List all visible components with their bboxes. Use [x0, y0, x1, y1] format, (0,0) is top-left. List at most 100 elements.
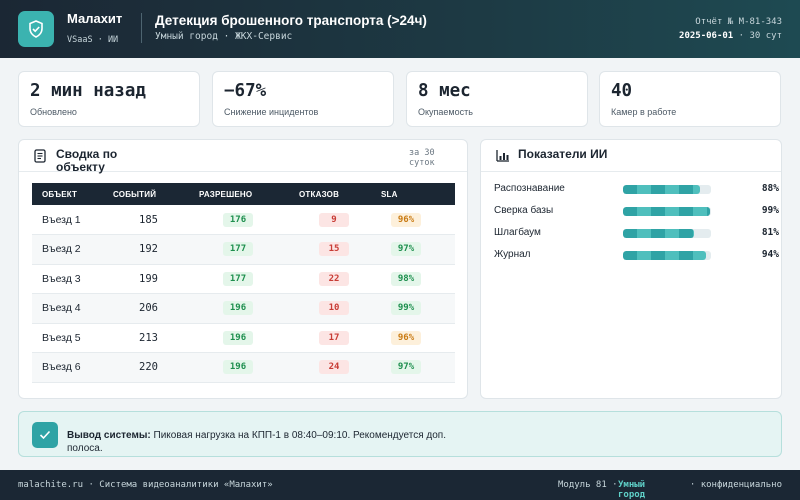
ai-panel: Показатели ИИ Распознавание 88% Сверка баз…: [480, 139, 782, 399]
ai-panel-header: Показатели ИИ: [481, 140, 781, 172]
metric-label: Распознавание: [494, 183, 565, 194]
kpi-card-updated: 2 мин назад Обновлено: [18, 71, 200, 127]
rejected-badge: 9: [319, 212, 349, 227]
report-info: Отчёт № M-81-343 2025-06-01 · 30 сут: [672, 15, 782, 43]
footer-city: Умный город: [618, 480, 646, 500]
shield-check-icon[interactable]: [18, 11, 54, 47]
sla-badge: 96%: [391, 212, 421, 227]
ai-metric-row: Журнал 94%: [494, 249, 779, 263]
table-row[interactable]: Въезд 3 199 177 22 98%: [32, 264, 455, 294]
report-id: Отчёт № M-81-343: [695, 17, 782, 27]
kpi-label: Снижение инцидентов: [224, 107, 319, 117]
cell-events: 206: [113, 293, 199, 324]
metric-label: Шлагбаум: [494, 227, 541, 238]
page-title: Детекция брошенного транспорта (>24ч): [155, 13, 427, 28]
ai-title: Показатели ИИ: [518, 147, 608, 161]
kpi-value: 2 мин назад: [30, 81, 146, 101]
rejected-badge: 24: [319, 360, 349, 375]
resolved-badge: 177: [223, 242, 253, 257]
table-header-row: ОБЪЕКТ СОБЫТИЙ РАЗРЕШЕНО ОТКАЗОВ SLA: [32, 183, 455, 205]
sla-badge: 99%: [391, 301, 421, 316]
kpi-label: Камер в работе: [611, 107, 677, 117]
rejected-badge: 17: [319, 330, 349, 345]
rejected-badge: 22: [319, 271, 349, 286]
metric-bar-track: [623, 251, 711, 260]
cell-object: Въезд 6: [32, 352, 113, 383]
sla-badge: 97%: [391, 360, 421, 375]
metric-bar-track: [623, 185, 711, 194]
column-header[interactable]: СОБЫТИЙ: [113, 183, 199, 205]
app-header: Малахит VSaaS · ИИ Детекция брошенного т…: [0, 0, 800, 58]
footer-module: Модуль 81 ·: [558, 480, 618, 490]
resolved-badge: 196: [223, 301, 253, 316]
metric-bar-track: [623, 207, 711, 216]
conclusion-body: Пиковая нагрузка на КПП-1 в 08:40–09:10.…: [67, 430, 447, 454]
check-icon: [32, 422, 58, 448]
kpi-value: 8 мес: [418, 81, 471, 101]
metric-value: 99%: [761, 205, 779, 216]
column-header[interactable]: РАЗРЕШЕНО: [199, 183, 299, 205]
conclusion-heading: Вывод системы:: [67, 430, 151, 441]
cell-events: 199: [113, 264, 199, 294]
conclusion-text: Вывод системы: Пиковая нагрузка на КПП-1…: [67, 429, 477, 455]
column-header[interactable]: ОТКАЗОВ: [299, 183, 381, 205]
cell-object: Въезд 5: [32, 323, 113, 353]
page-subtitle: Умный город · ЖКХ-Сервис: [155, 31, 293, 42]
column-header[interactable]: SLA: [381, 183, 455, 205]
rejected-badge: 15: [319, 242, 349, 257]
sla-badge: 97%: [391, 242, 421, 257]
brand-subtitle: VSaaS · ИИ: [67, 35, 119, 45]
metric-value: 94%: [761, 249, 779, 260]
ai-metric-row: Шлагбаум 81%: [494, 227, 779, 241]
kpi-card-cameras: 40 Камер в работе: [599, 71, 781, 127]
kpi-card-payback: 8 мес Окупаемость: [406, 71, 588, 127]
footer-confidential: · конфиденциально: [689, 480, 782, 490]
ai-metric-row: Сверка базы 99%: [494, 205, 779, 219]
cell-events: 220: [113, 352, 199, 383]
table-row[interactable]: Въезд 5 213 196 17 96%: [32, 323, 455, 353]
resolved-badge: 196: [223, 360, 253, 375]
metric-bar-fill: [623, 185, 701, 194]
app-footer: malachite.ru · Система видеоаналитики «М…: [0, 470, 800, 500]
resolved-badge: 176: [223, 212, 253, 227]
brand-name: Малахит: [67, 11, 123, 26]
summary-panel-header: Сводка по объекту за 30 суток: [19, 140, 467, 174]
table-row[interactable]: Въезд 6 220 196 24 97%: [32, 352, 455, 383]
cell-object: Въезд 2: [32, 234, 113, 265]
metric-bar-fill: [623, 229, 695, 238]
sla-badge: 96%: [391, 330, 421, 345]
footer-site[interactable]: malachite.ru · Система видеоаналитики «М…: [18, 480, 273, 490]
kpi-value: −67%: [224, 81, 267, 101]
metric-label: Сверка базы: [494, 205, 554, 216]
metric-bar-track: [623, 229, 711, 238]
resolved-badge: 177: [223, 271, 253, 286]
rejected-badge: 10: [319, 301, 349, 316]
kpi-label: Обновлено: [30, 107, 77, 117]
metric-bar-fill: [623, 251, 706, 260]
metric-value: 88%: [761, 183, 779, 194]
cell-events: 185: [113, 205, 199, 235]
cell-object: Въезд 3: [32, 264, 113, 294]
ai-metric-row: Распознавание 88%: [494, 183, 779, 197]
system-conclusion: Вывод системы: Пиковая нагрузка на КПП-1…: [18, 411, 782, 457]
metric-bar-fill: [623, 207, 711, 216]
table-row[interactable]: Въезд 4 206 196 10 99%: [32, 293, 455, 324]
bar-chart-icon: [496, 149, 510, 167]
cell-events: 192: [113, 234, 199, 265]
kpi-value: 40: [611, 81, 633, 101]
kpi-card-incidents: −67% Снижение инцидентов: [212, 71, 394, 127]
resolved-badge: 196: [223, 330, 253, 345]
table-row[interactable]: Въезд 1 185 176 9 96%: [32, 205, 455, 235]
metric-value: 81%: [761, 227, 779, 238]
column-header[interactable]: ОБЪЕКТ: [32, 183, 113, 205]
sla-badge: 98%: [391, 271, 421, 286]
report-period: · 30 сут: [738, 31, 782, 41]
document-icon: [34, 149, 46, 168]
report-date: 2025-06-01: [679, 31, 734, 41]
summary-panel: Сводка по объекту за 30 суток ОБЪЕКТ СОБ…: [18, 139, 468, 399]
summary-period-note: за 30 суток: [409, 148, 435, 168]
kpi-label: Окупаемость: [418, 107, 473, 117]
header-divider: [141, 13, 142, 43]
table-row[interactable]: Въезд 2 192 177 15 97%: [32, 234, 455, 265]
cell-events: 213: [113, 323, 199, 353]
